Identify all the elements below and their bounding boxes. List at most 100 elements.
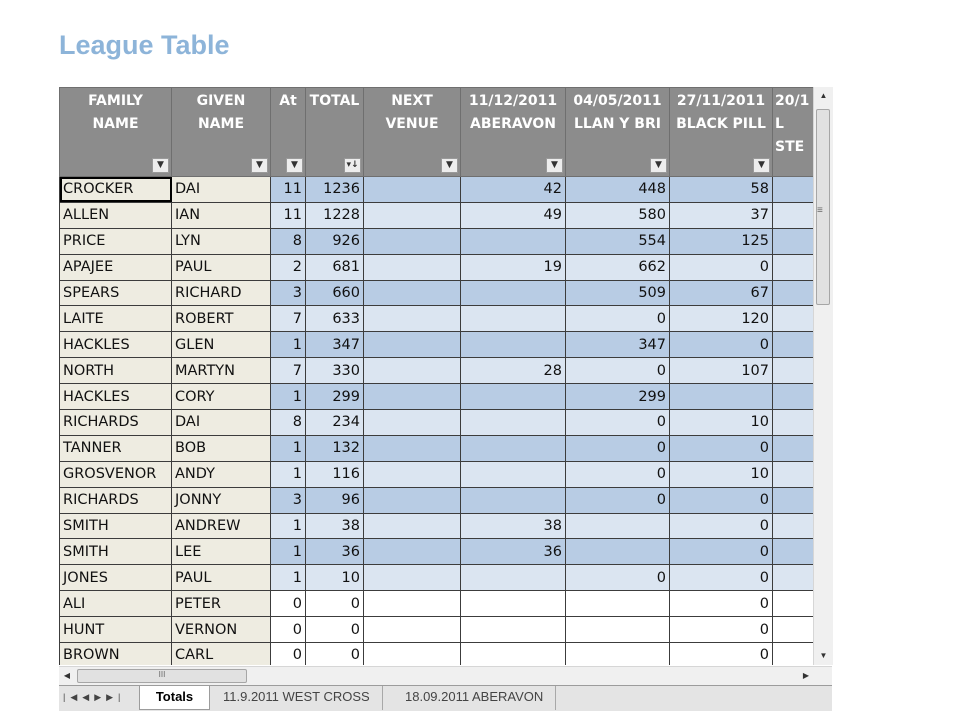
cell-llan[interactable]: 554 <box>565 227 670 255</box>
cell-at[interactable]: 7 <box>270 357 306 385</box>
cell-aberavon[interactable] <box>460 409 566 436</box>
column-header-2[interactable]: At ▼ <box>270 87 306 177</box>
cell-blackpill[interactable]: 0 <box>669 434 773 462</box>
cell-total[interactable]: 116 <box>305 460 364 488</box>
cell-blackpill[interactable]: 0 <box>669 538 773 566</box>
cell-llan[interactable]: 0 <box>565 305 670 333</box>
cell-total[interactable]: 234 <box>305 409 364 436</box>
cell-next[interactable] <box>363 616 461 644</box>
cell-next[interactable] <box>363 642 461 665</box>
cell-next[interactable] <box>363 383 461 411</box>
cell-family[interactable]: HUNT <box>59 616 172 644</box>
cell-aberavon[interactable] <box>460 564 566 592</box>
cell-aberavon[interactable]: 49 <box>460 201 566 229</box>
cell-next[interactable] <box>363 253 461 281</box>
cell-family[interactable]: SMITH <box>59 512 172 540</box>
cell-llan[interactable]: 662 <box>565 253 670 281</box>
sort-descending-icon[interactable]: ▾↓ <box>344 158 361 173</box>
cell-given[interactable]: VERNON <box>171 616 271 644</box>
column-header-5[interactable]: 11/12/2011 ABERAVON ▼ <box>460 87 566 177</box>
cell-llan[interactable]: 0 <box>565 460 670 488</box>
cell-given[interactable]: LEE <box>171 538 271 566</box>
filter-dropdown-icon[interactable]: ▼ <box>753 158 770 173</box>
cell-blackpill[interactable] <box>669 383 773 411</box>
cell-at[interactable]: 1 <box>270 383 306 411</box>
cell-aberavon[interactable]: 38 <box>460 512 566 540</box>
cell-total[interactable]: 660 <box>305 279 364 307</box>
cell-blackpill[interactable]: 0 <box>669 642 773 665</box>
column-header-1[interactable]: GIVEN NAME ▼ <box>171 87 271 177</box>
cell-family[interactable]: LAITE <box>59 305 172 333</box>
cell-blackpill[interactable]: 10 <box>669 460 773 488</box>
cell-family[interactable]: NORTH <box>59 357 172 385</box>
cell-total[interactable]: 926 <box>305 227 364 255</box>
cell-given[interactable]: PETER <box>171 590 271 618</box>
cell-next[interactable] <box>363 564 461 592</box>
cell-blackpill[interactable]: 107 <box>669 357 773 385</box>
column-header-6[interactable]: 04/05/2011 LLAN Y BRI ▼ <box>565 87 670 177</box>
cell-llan[interactable] <box>565 616 670 644</box>
cell-blackpill[interactable]: 10 <box>669 409 773 436</box>
cell-total[interactable]: 633 <box>305 305 364 333</box>
cell-llan[interactable]: 299 <box>565 383 670 411</box>
cell-aberavon[interactable] <box>460 227 566 255</box>
scroll-left-icon[interactable]: ◀ <box>63 671 71 680</box>
cell-family[interactable]: HACKLES <box>59 383 172 411</box>
cell-total[interactable]: 0 <box>305 616 364 644</box>
cell-given[interactable]: IAN <box>171 201 271 229</box>
cell-family[interactable]: ALLEN <box>59 201 172 229</box>
cell-given[interactable]: PAUL <box>171 564 271 592</box>
cell-total[interactable]: 299 <box>305 383 364 411</box>
cell-given[interactable]: DAI <box>171 176 271 203</box>
cell-aberavon[interactable] <box>460 616 566 644</box>
cell-total[interactable]: 10 <box>305 564 364 592</box>
cell-family[interactable]: CROCKER <box>59 176 172 203</box>
cell-next[interactable] <box>363 590 461 618</box>
cell-given[interactable]: ANDY <box>171 460 271 488</box>
horizontal-scrollbar[interactable]: ◀ III ▶ <box>59 666 832 685</box>
cell-total[interactable]: 132 <box>305 434 364 462</box>
cell-given[interactable]: LYN <box>171 227 271 255</box>
next-sheet-icon[interactable]: ▶ <box>94 692 107 702</box>
cell-at[interactable]: 3 <box>270 279 306 307</box>
cell-at[interactable]: 1 <box>270 512 306 540</box>
cell-given[interactable]: JONNY <box>171 486 271 514</box>
cell-aberavon[interactable] <box>460 383 566 411</box>
cell-total[interactable]: 330 <box>305 357 364 385</box>
cell-next[interactable] <box>363 201 461 229</box>
cell-blackpill[interactable]: 125 <box>669 227 773 255</box>
cell-next[interactable] <box>363 331 461 359</box>
cell-given[interactable]: BOB <box>171 434 271 462</box>
prev-sheet-icon[interactable]: ◀ <box>82 692 95 702</box>
cell-at[interactable]: 1 <box>270 538 306 566</box>
filter-dropdown-icon[interactable]: ▼ <box>152 158 169 173</box>
cell-blackpill[interactable]: 67 <box>669 279 773 307</box>
cell-family[interactable]: HACKLES <box>59 331 172 359</box>
filter-dropdown-icon[interactable]: ▼ <box>441 158 458 173</box>
cell-given[interactable]: RICHARD <box>171 279 271 307</box>
cell-total[interactable]: 347 <box>305 331 364 359</box>
cell-family[interactable]: GROSVENOR <box>59 460 172 488</box>
last-sheet-icon[interactable]: ▶| <box>106 692 126 702</box>
cell-at[interactable]: 11 <box>270 201 306 229</box>
cell-next[interactable] <box>363 434 461 462</box>
cell-total[interactable]: 0 <box>305 590 364 618</box>
column-header-4[interactable]: NEXT VENUE ▼ <box>363 87 461 177</box>
cell-blackpill[interactable]: 0 <box>669 331 773 359</box>
cell-aberavon[interactable]: 28 <box>460 357 566 385</box>
cell-family[interactable]: APAJEE <box>59 253 172 281</box>
cell-at[interactable]: 1 <box>270 331 306 359</box>
spreadsheet-grid[interactable]: FAMILY NAME ▼ GIVEN NAME ▼ At ▼ TOTAL ▾↓ NEXT VE… <box>59 87 832 665</box>
cell-family[interactable]: SMITH <box>59 538 172 566</box>
cell-llan[interactable] <box>565 590 670 618</box>
cell-next[interactable] <box>363 460 461 488</box>
sheet-tab-totals[interactable]: Totals <box>139 686 210 710</box>
cell-llan[interactable]: 0 <box>565 409 670 436</box>
cell-total[interactable]: 1236 <box>305 176 364 203</box>
cell-at[interactable]: 3 <box>270 486 306 514</box>
horizontal-scroll-thumb[interactable]: III <box>77 669 247 683</box>
cell-blackpill[interactable]: 120 <box>669 305 773 333</box>
filter-dropdown-icon[interactable]: ▼ <box>546 158 563 173</box>
cell-at[interactable]: 0 <box>270 642 306 665</box>
cell-llan[interactable]: 347 <box>565 331 670 359</box>
